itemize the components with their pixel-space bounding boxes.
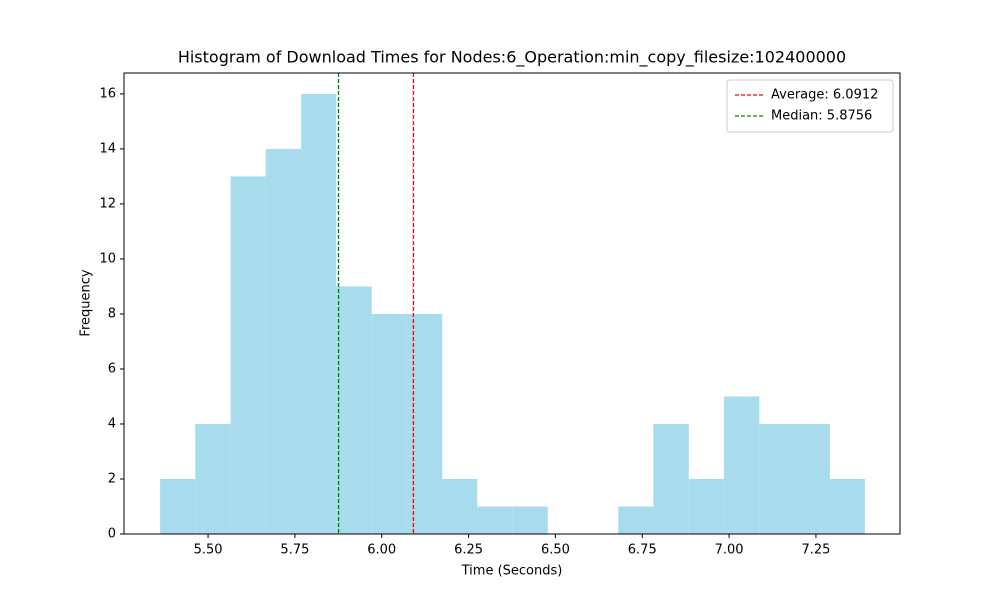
plot-frame bbox=[123, 72, 901, 535]
bar bbox=[794, 423, 830, 534]
bar bbox=[265, 148, 302, 534]
y-tick-label: 12 bbox=[99, 196, 116, 211]
bar bbox=[723, 396, 760, 534]
bar bbox=[618, 506, 654, 534]
bar bbox=[759, 423, 795, 534]
y-tick-label: 16 bbox=[99, 86, 116, 101]
y-tick-label: 8 bbox=[108, 306, 116, 321]
bar bbox=[371, 313, 407, 534]
legend-box bbox=[726, 79, 894, 133]
legend-label: Average: 6.0912 bbox=[771, 88, 878, 103]
bar bbox=[829, 478, 865, 534]
x-tick-label: 6.00 bbox=[367, 543, 396, 558]
bar bbox=[301, 93, 337, 534]
bar bbox=[336, 286, 372, 534]
x-tick-label: 5.75 bbox=[280, 543, 309, 558]
y-tick-label: 14 bbox=[99, 141, 116, 156]
x-tick-label: 5.50 bbox=[194, 543, 223, 558]
chart-title: Histogram of Download Times for Nodes:6_… bbox=[178, 48, 846, 68]
bar bbox=[160, 478, 196, 534]
x-tick-label: 6.50 bbox=[541, 543, 570, 558]
legend-label: Median: 5.8756 bbox=[771, 109, 872, 124]
y-tick-label: 6 bbox=[108, 361, 116, 376]
y-tick-label: 0 bbox=[108, 527, 116, 542]
x-tick-label: 6.75 bbox=[628, 543, 657, 558]
bar bbox=[442, 478, 478, 534]
x-tick-label: 7.25 bbox=[801, 543, 830, 558]
bar bbox=[512, 506, 548, 534]
y-tick-label: 4 bbox=[108, 416, 116, 431]
bar bbox=[653, 423, 689, 534]
bar bbox=[230, 176, 266, 535]
x-tick-label: 7.00 bbox=[715, 543, 744, 558]
x-tick-label: 6.25 bbox=[454, 543, 483, 558]
bar bbox=[195, 423, 231, 534]
bar bbox=[406, 313, 443, 534]
y-axis-label: Frequency bbox=[79, 269, 94, 336]
x-axis-label: Time (Seconds) bbox=[461, 564, 563, 579]
bar bbox=[477, 506, 513, 534]
y-tick-label: 2 bbox=[108, 471, 116, 486]
bar bbox=[688, 478, 724, 534]
y-tick-label: 10 bbox=[99, 251, 116, 266]
